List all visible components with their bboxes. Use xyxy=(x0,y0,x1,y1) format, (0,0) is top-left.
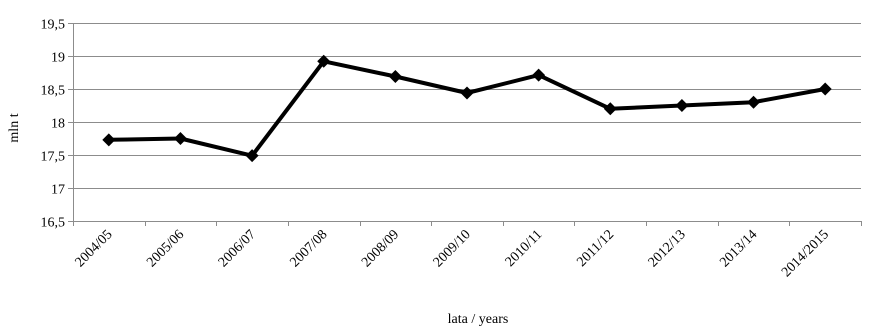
data-point-marker xyxy=(245,149,259,163)
data-series xyxy=(102,54,832,163)
data-point-marker xyxy=(173,132,187,145)
data-point-marker xyxy=(747,95,761,109)
x-tick-label: 2010/11 xyxy=(503,227,546,270)
y-tick-label: 18 xyxy=(51,117,65,132)
x-axis-title: lata / years xyxy=(448,312,509,327)
data-point-marker xyxy=(675,99,689,112)
x-tick-label: 2004/05 xyxy=(73,227,116,270)
y-tick-label: 17 xyxy=(51,183,65,198)
y-tick-label: 18,5 xyxy=(41,84,66,99)
data-point-marker xyxy=(460,86,474,100)
x-tick-label: 2008/09 xyxy=(359,227,402,270)
x-tick-label: 2014/2015 xyxy=(779,227,832,280)
x-tick-label: 2013/14 xyxy=(717,227,760,270)
data-point-marker xyxy=(102,133,116,147)
data-point-marker xyxy=(818,82,832,96)
data-point-marker xyxy=(388,69,402,83)
data-point-marker xyxy=(317,54,331,68)
y-tick-label: 19 xyxy=(51,51,65,66)
gridlines xyxy=(73,23,861,189)
y-axis-tick-labels: 16,5 17 17,5 18 18,5 19 19,5 xyxy=(41,18,66,231)
y-tick-label: 16,5 xyxy=(41,216,66,231)
axes xyxy=(68,23,862,226)
y-tick-label: 17,5 xyxy=(41,150,66,165)
data-point-marker xyxy=(603,102,617,116)
x-tick-label: 2011/12 xyxy=(574,227,617,270)
y-tick-label: 19,5 xyxy=(41,18,66,33)
x-tick-label: 2009/10 xyxy=(431,227,474,270)
data-point-marker xyxy=(532,68,546,82)
x-tick-label: 2006/07 xyxy=(216,227,259,270)
y-axis-title: mln t xyxy=(7,113,22,142)
x-tick-label: 2007/08 xyxy=(287,227,330,270)
series-line xyxy=(106,59,828,158)
x-tick-label: 2005/06 xyxy=(144,227,187,270)
x-tick-label: 2012/13 xyxy=(646,227,689,270)
x-axis-tick-labels: 2004/05 2005/06 2006/07 2007/08 2008/09 2009/… xyxy=(73,227,832,280)
